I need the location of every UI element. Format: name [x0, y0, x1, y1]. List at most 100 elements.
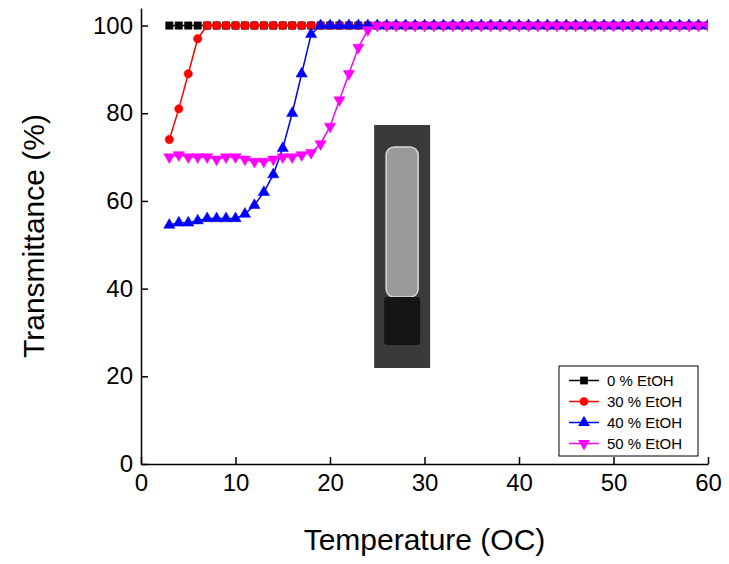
series-marker [447, 22, 458, 32]
series-marker [260, 22, 267, 29]
legend-entry: 40 % EtOH [569, 414, 682, 431]
series-marker [202, 212, 213, 222]
y-tick: 0 [120, 450, 148, 477]
series-marker [494, 22, 505, 32]
y-axis: 020406080100 [93, 9, 148, 478]
series-marker [249, 158, 260, 168]
series-marker [580, 22, 591, 32]
legend-box [559, 366, 698, 456]
y-tick: 40 [106, 275, 148, 302]
series-marker [231, 21, 239, 29]
series-marker [428, 22, 439, 32]
series-marker [194, 35, 202, 43]
series-marker [362, 27, 373, 37]
y-tick-label: 20 [106, 362, 133, 389]
series-marker [551, 22, 562, 32]
series-marker [674, 22, 685, 32]
series-marker [269, 21, 277, 29]
series-marker [419, 22, 430, 32]
inset-vial [386, 147, 418, 297]
series-marker [296, 152, 307, 162]
series-marker [702, 22, 708, 32]
series-marker [250, 21, 258, 29]
x-tick-mark [519, 457, 521, 464]
series-marker [485, 22, 496, 32]
x-tick-mark [424, 457, 426, 464]
legend-label: 50 % EtOH [607, 435, 682, 452]
series-marker [665, 22, 676, 32]
legend-label: 40 % EtOH [607, 414, 682, 431]
series-marker [683, 22, 694, 32]
x-tick-label: 60 [695, 469, 722, 496]
series-line [169, 26, 708, 162]
series-marker [222, 21, 230, 29]
x-axis: 0102030405060 [135, 457, 722, 496]
series-marker [165, 135, 173, 143]
series-marker [476, 22, 487, 32]
series-marker [504, 22, 515, 32]
inset-cap [384, 297, 420, 345]
series-marker [561, 22, 572, 32]
series-marker [570, 22, 581, 32]
x-tick: 60 [695, 457, 722, 496]
series-marker [655, 22, 666, 32]
series-marker [268, 156, 279, 166]
x-tick: 40 [506, 457, 533, 496]
series-marker [194, 22, 201, 29]
series-marker [372, 22, 383, 32]
y-tick-mark [141, 288, 148, 290]
series-marker [324, 19, 335, 29]
x-tick: 30 [412, 457, 439, 496]
series-marker [334, 97, 345, 107]
x-tick-label: 50 [601, 469, 628, 496]
series-marker [239, 156, 250, 166]
x-tick-mark [613, 457, 615, 464]
series-marker [183, 216, 194, 226]
series-marker [288, 22, 295, 29]
series-line [169, 26, 708, 226]
series-marker [466, 22, 477, 32]
series-marker [211, 156, 222, 166]
series-marker [296, 67, 307, 77]
series-marker [598, 22, 609, 32]
series-marker [203, 21, 211, 29]
series-marker [391, 22, 402, 32]
series-marker [532, 22, 543, 32]
legend-marker [580, 397, 589, 406]
y-tick-label: 100 [93, 12, 133, 39]
series-marker [636, 22, 647, 32]
series-marker [175, 105, 183, 113]
series-marker [608, 22, 619, 32]
x-tick: 10 [223, 457, 250, 496]
x-tick-label: 10 [223, 469, 250, 496]
series [164, 19, 708, 228]
inset-background [374, 125, 430, 368]
y-tick-mark [141, 201, 148, 203]
series-marker [409, 22, 420, 32]
series-marker [334, 19, 345, 29]
series-marker [353, 44, 364, 54]
series-marker [315, 141, 326, 151]
y-tick: 80 [106, 99, 148, 126]
series-marker [192, 154, 203, 164]
series-marker [260, 21, 268, 29]
series-marker [258, 186, 269, 196]
legend-marker [580, 377, 588, 385]
series-marker [288, 21, 296, 29]
x-tick-mark [235, 457, 237, 464]
series-marker [270, 22, 277, 29]
series-marker [220, 154, 231, 164]
series-marker [277, 154, 288, 164]
y-tick-mark [141, 113, 148, 115]
legend-marker [578, 416, 590, 426]
series-marker [343, 19, 354, 29]
series-marker [173, 216, 184, 226]
y-tick-mark [141, 25, 148, 27]
series-marker [617, 22, 628, 32]
series-marker [222, 22, 229, 29]
series-marker [173, 152, 184, 162]
series-marker [513, 22, 524, 32]
series-marker [184, 70, 192, 78]
plot: 01020304050600204060801000 % EtOH30 % Et… [93, 9, 722, 497]
legend-entry: 50 % EtOH [569, 435, 682, 452]
